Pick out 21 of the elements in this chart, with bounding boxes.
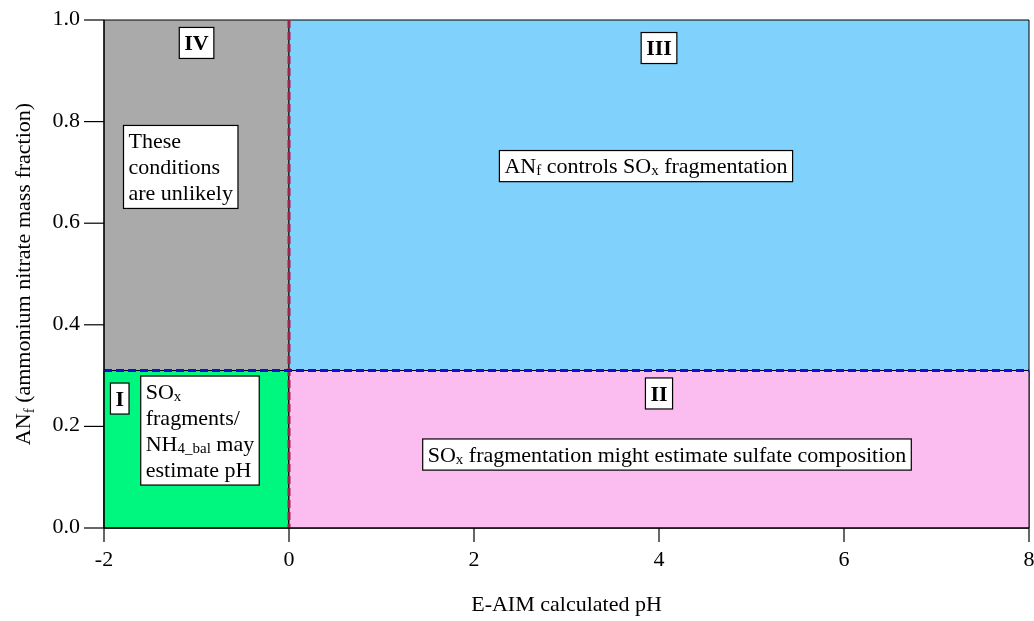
annotation: AN$_{f}$ controls SO$_{x}$ fragmentation bbox=[504, 153, 788, 179]
y-tick-label: 1.0 bbox=[52, 5, 80, 31]
x-tick-label: 0 bbox=[283, 546, 295, 571]
y-tick-label: 0.2 bbox=[52, 411, 80, 437]
x-tick-label: 8 bbox=[1023, 546, 1034, 571]
annotation: These conditions are unlikely bbox=[128, 128, 233, 206]
x-tick-label: 2 bbox=[468, 546, 480, 571]
x-tick-label: -2 bbox=[94, 546, 114, 571]
y-tick-label: 0.6 bbox=[52, 208, 80, 234]
annotation: SO$_{x}$ fragmentation might estimate sulfate composition bbox=[427, 441, 907, 468]
y-tick-label: 0.8 bbox=[52, 106, 80, 132]
annotation: II bbox=[650, 380, 668, 406]
x-tick-label: 6 bbox=[838, 546, 850, 571]
annotation: I bbox=[115, 386, 125, 412]
y-tick-label: 0.4 bbox=[52, 309, 80, 335]
annotation: SO$_{x}$ fragments/ NH$_{4_bal}$ may estimate pH bbox=[145, 379, 255, 483]
annotation: III bbox=[646, 35, 672, 61]
y-tick-label: 0.0 bbox=[52, 513, 80, 539]
x-tick-label: 4 bbox=[653, 546, 665, 571]
x-axis-title: E-AIM calculated pH bbox=[471, 591, 662, 616]
annotation: IV bbox=[184, 30, 209, 56]
